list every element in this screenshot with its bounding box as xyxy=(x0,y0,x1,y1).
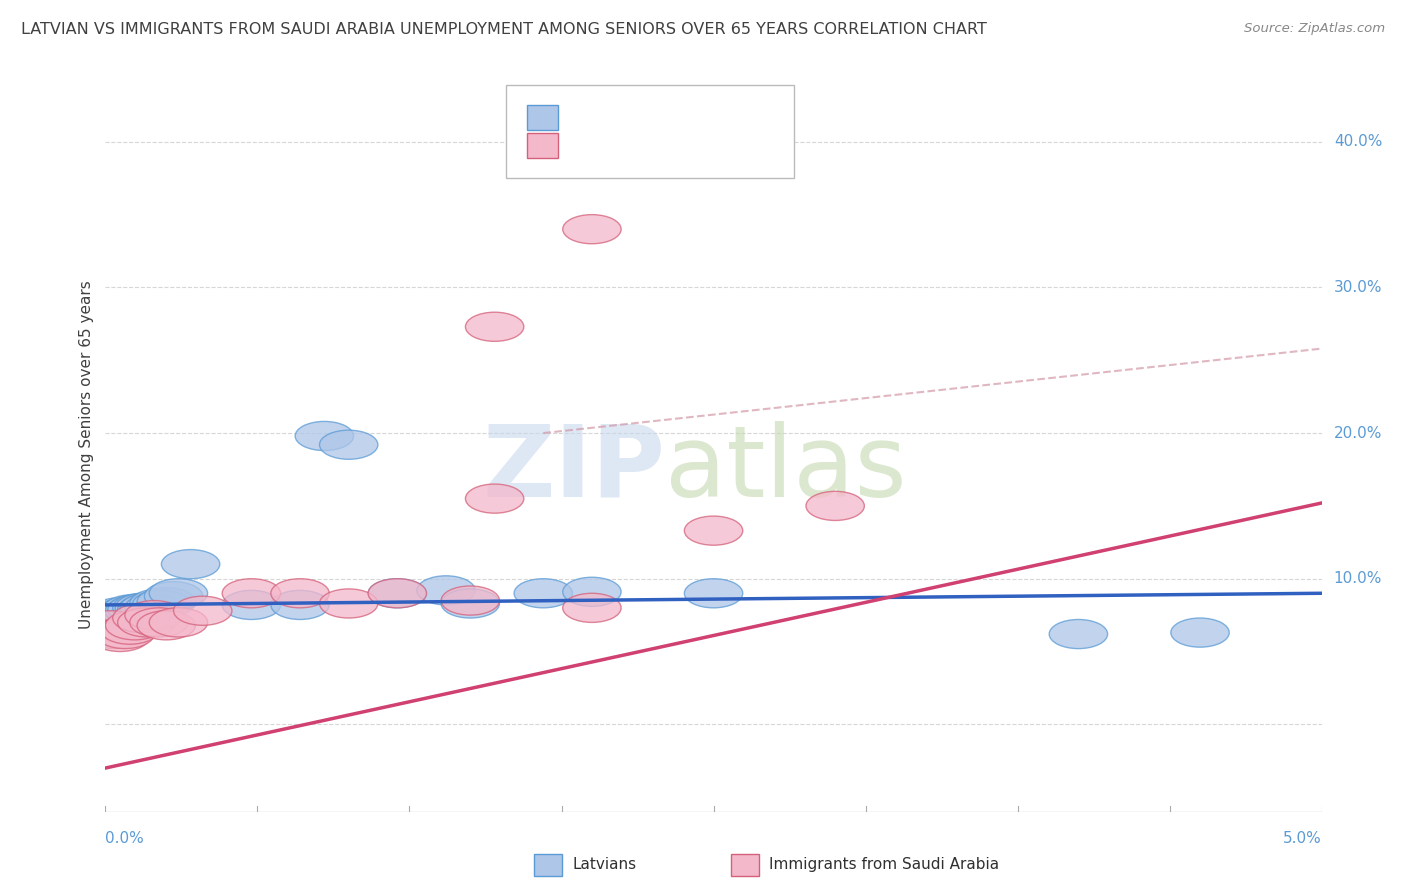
Ellipse shape xyxy=(173,596,232,625)
Y-axis label: Unemployment Among Seniors over 65 years: Unemployment Among Seniors over 65 years xyxy=(79,281,94,629)
Ellipse shape xyxy=(145,582,202,611)
Ellipse shape xyxy=(222,579,281,607)
Ellipse shape xyxy=(98,598,156,627)
Ellipse shape xyxy=(149,579,208,607)
Ellipse shape xyxy=(82,611,139,640)
Ellipse shape xyxy=(101,596,159,625)
Ellipse shape xyxy=(465,484,524,513)
Text: Immigrants from Saudi Arabia: Immigrants from Saudi Arabia xyxy=(769,857,1000,872)
Ellipse shape xyxy=(1049,619,1108,648)
Ellipse shape xyxy=(112,593,172,623)
Ellipse shape xyxy=(91,623,149,651)
Ellipse shape xyxy=(149,607,208,637)
Ellipse shape xyxy=(103,595,162,624)
Ellipse shape xyxy=(1171,618,1229,648)
Ellipse shape xyxy=(368,579,426,607)
Ellipse shape xyxy=(271,591,329,619)
Ellipse shape xyxy=(118,595,176,624)
Ellipse shape xyxy=(136,611,195,640)
Ellipse shape xyxy=(416,576,475,605)
Ellipse shape xyxy=(562,215,621,244)
Text: R = 0.036   N = 34: R = 0.036 N = 34 xyxy=(569,109,727,127)
Ellipse shape xyxy=(465,312,524,342)
Text: 10.0%: 10.0% xyxy=(1334,571,1382,586)
Ellipse shape xyxy=(96,619,155,648)
Text: 30.0%: 30.0% xyxy=(1334,280,1382,295)
Ellipse shape xyxy=(319,430,378,459)
Ellipse shape xyxy=(115,593,173,623)
Ellipse shape xyxy=(685,516,742,545)
Ellipse shape xyxy=(162,549,219,579)
Text: 40.0%: 40.0% xyxy=(1334,135,1382,149)
Ellipse shape xyxy=(441,586,499,615)
Ellipse shape xyxy=(89,600,146,630)
Ellipse shape xyxy=(685,579,742,607)
Ellipse shape xyxy=(86,619,145,648)
Text: ZIP: ZIP xyxy=(482,421,665,517)
Text: Source: ZipAtlas.com: Source: ZipAtlas.com xyxy=(1244,22,1385,36)
Ellipse shape xyxy=(83,600,142,630)
Ellipse shape xyxy=(93,600,152,630)
Ellipse shape xyxy=(562,577,621,607)
Ellipse shape xyxy=(515,579,572,607)
Ellipse shape xyxy=(125,600,183,630)
Text: 0.0%: 0.0% xyxy=(105,830,145,846)
Ellipse shape xyxy=(112,604,172,632)
Ellipse shape xyxy=(105,611,165,640)
Ellipse shape xyxy=(295,421,353,450)
Ellipse shape xyxy=(91,598,149,627)
Ellipse shape xyxy=(108,595,166,624)
Ellipse shape xyxy=(125,593,183,623)
Ellipse shape xyxy=(806,491,865,520)
Ellipse shape xyxy=(118,607,176,637)
Ellipse shape xyxy=(105,596,165,625)
Text: LATVIAN VS IMMIGRANTS FROM SAUDI ARABIA UNEMPLOYMENT AMONG SENIORS OVER 65 YEARS: LATVIAN VS IMMIGRANTS FROM SAUDI ARABIA … xyxy=(21,22,987,37)
Ellipse shape xyxy=(271,579,329,607)
Text: atlas: atlas xyxy=(665,421,907,517)
Ellipse shape xyxy=(101,615,159,644)
Ellipse shape xyxy=(120,593,179,623)
Ellipse shape xyxy=(222,591,281,619)
Ellipse shape xyxy=(132,591,191,619)
Ellipse shape xyxy=(96,599,155,628)
Text: R = 0.468   N = 22: R = 0.468 N = 22 xyxy=(569,136,727,154)
Ellipse shape xyxy=(129,607,188,637)
Ellipse shape xyxy=(82,600,139,630)
Text: 5.0%: 5.0% xyxy=(1282,830,1322,846)
Ellipse shape xyxy=(441,589,499,618)
Ellipse shape xyxy=(562,593,621,623)
Ellipse shape xyxy=(368,579,426,607)
Ellipse shape xyxy=(136,588,195,616)
Text: 20.0%: 20.0% xyxy=(1334,425,1382,441)
Ellipse shape xyxy=(129,589,188,618)
Ellipse shape xyxy=(319,589,378,618)
Text: Latvians: Latvians xyxy=(572,857,637,872)
